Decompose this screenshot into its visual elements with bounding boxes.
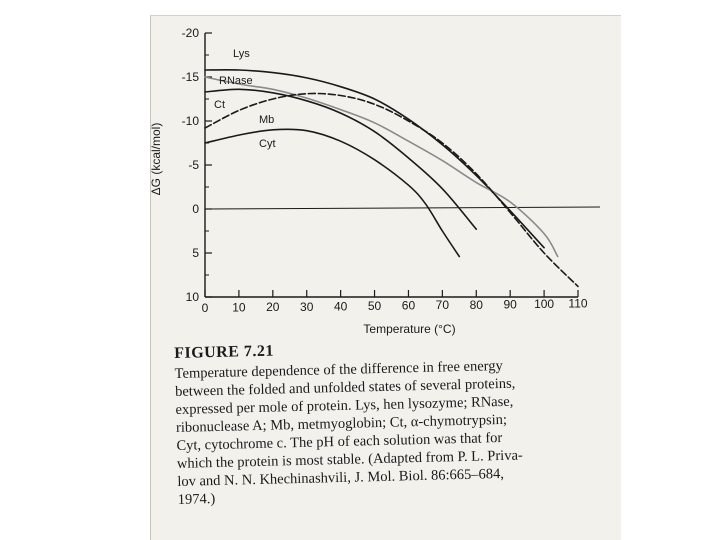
x-tick-label: 20 xyxy=(266,300,280,314)
series-layer xyxy=(204,68,579,288)
labels-layer: Lys RNase Ct Mb Cyt xyxy=(214,48,276,150)
y-tick-label: -10 xyxy=(182,114,200,128)
x-tick-label: 80 xyxy=(470,298,484,312)
y-tick-label: -15 xyxy=(182,70,200,84)
y-tick-label: 0 xyxy=(192,202,199,216)
x-tick-label: 40 xyxy=(334,299,348,313)
x-tick-label: 60 xyxy=(402,299,416,313)
series-line-rnase xyxy=(204,76,559,258)
series-label-rnase: RNase xyxy=(219,75,253,87)
series-label-mb: Mb xyxy=(259,114,274,126)
figure-caption: FIGURE 7.21 Temperature dependence of th… xyxy=(174,334,618,509)
x-tick-label: 70 xyxy=(436,298,450,312)
caption-text: Temperature dependence of the difference… xyxy=(174,357,523,508)
zero-line xyxy=(204,206,601,210)
y-tick-label: -20 xyxy=(182,26,200,40)
series-label-ct: Ct xyxy=(214,99,225,111)
x-tick-label: 30 xyxy=(300,300,314,314)
x-tick-label: 50 xyxy=(368,299,382,313)
x-tick-label: 100 xyxy=(534,297,554,311)
x-tick-label: 0 xyxy=(202,301,209,315)
y-tick-label: -5 xyxy=(188,158,199,172)
x-tick-label: 90 xyxy=(504,297,518,311)
x-tick-label: 10 xyxy=(232,301,246,315)
y-tick-label: 10 xyxy=(186,290,200,304)
series-line-ct xyxy=(204,88,478,230)
scanned-page xyxy=(150,15,621,540)
y-tick-label: 5 xyxy=(192,246,199,260)
series-label-cyt: Cyt xyxy=(259,138,276,150)
x-tick-label: 110 xyxy=(568,297,587,311)
series-label-lys: Lys xyxy=(233,48,250,60)
y-axis-label: ΔG (kcal/mol) xyxy=(149,123,163,196)
series-line-lys xyxy=(204,68,545,249)
series-line-cyt xyxy=(204,128,461,258)
series-line-mb xyxy=(204,92,579,288)
x-axis-label: Temperature (°C) xyxy=(363,322,455,336)
